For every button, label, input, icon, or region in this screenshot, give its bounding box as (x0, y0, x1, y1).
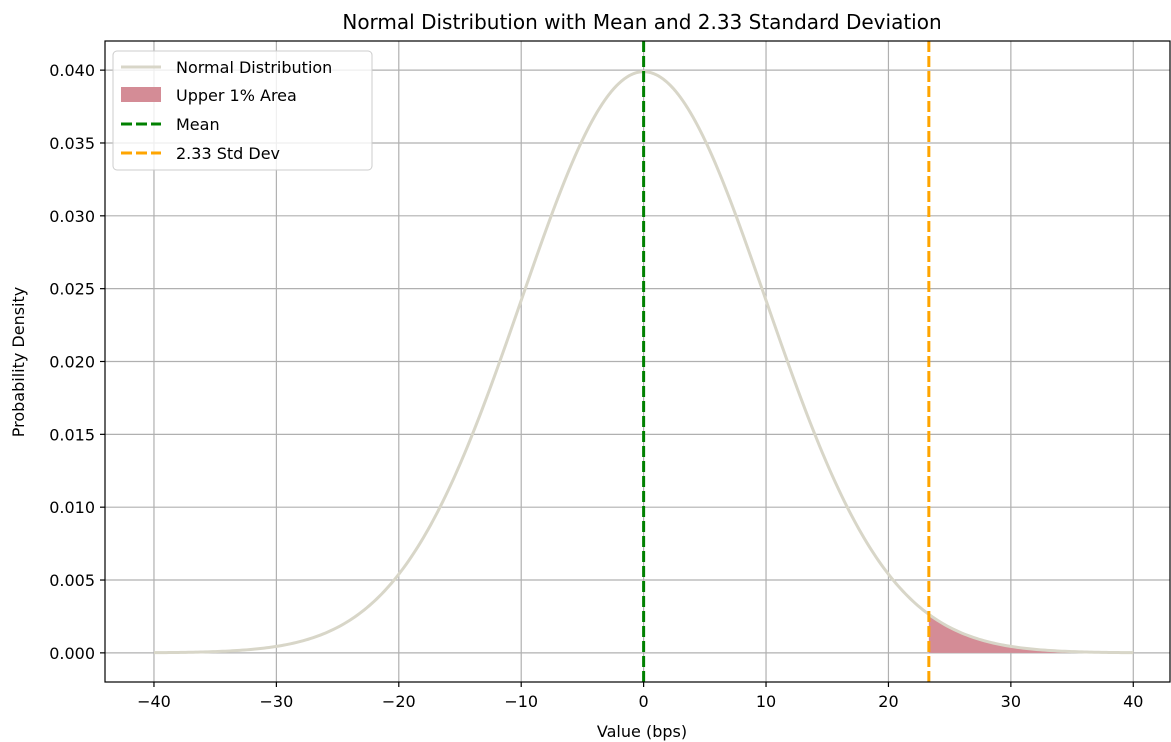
x-tick-label: 40 (1123, 692, 1143, 711)
y-tick-label: 0.000 (49, 644, 95, 663)
x-tick-label: 0 (639, 692, 649, 711)
y-tick-label: 0.015 (49, 425, 95, 444)
x-tick-label: 10 (756, 692, 776, 711)
legend-label-mean: Mean (176, 115, 220, 134)
x-tick-label: −30 (259, 692, 293, 711)
area-layer (928, 614, 1134, 653)
y-axis-label: Probability Density (9, 287, 28, 438)
y-tick-label: 0.010 (49, 498, 95, 517)
legend-label-std-dev: 2.33 Std Dev (176, 144, 280, 163)
x-tick-label: −40 (137, 692, 171, 711)
upper-1-percent-area (928, 614, 1134, 653)
grid-layer (105, 41, 1170, 682)
y-tick-label: 0.030 (49, 207, 95, 226)
x-tick-label: −10 (504, 692, 538, 711)
legend-box (112, 50, 373, 171)
tick-layer: −40 −30 −20 −10 0 10 20 30 40 0.000 0.005 0.010 0.01… (49, 61, 1143, 711)
legend-label-upper-area: Upper 1% Area (176, 86, 297, 105)
y-tick-label: 0.040 (49, 61, 95, 80)
y-tick-label: 0.035 (49, 134, 95, 153)
chart-title: Normal Distribution with Mean and 2.33 S… (342, 10, 941, 34)
legend-label-normal-distribution: Normal Distribution (176, 58, 332, 77)
y-tick-label: 0.005 (49, 571, 95, 590)
x-tick-label: −20 (382, 692, 416, 711)
x-axis-label: Value (bps) (597, 722, 687, 741)
x-tick-label: 20 (878, 692, 898, 711)
vline-layer (642, 41, 931, 682)
x-tick-label: 30 (1001, 692, 1021, 711)
legend: Normal Distribution Upper 1% Area Mean 2… (112, 50, 373, 171)
legend-swatch-upper-area (121, 87, 161, 102)
y-tick-label: 0.020 (49, 353, 95, 372)
y-tick-label: 0.025 (49, 280, 95, 299)
